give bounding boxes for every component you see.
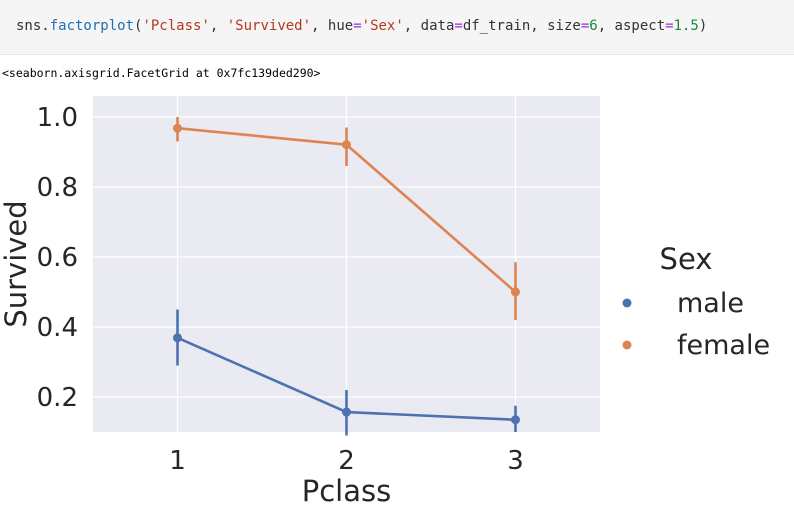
code-token: 'Sex' — [361, 18, 404, 34]
code-token: df_train, size — [462, 18, 581, 34]
code-token: 6 — [589, 18, 598, 34]
code-token: ) — [698, 18, 708, 34]
series-group — [173, 117, 520, 436]
data-point — [173, 123, 182, 133]
legend-title: Sex — [660, 242, 713, 276]
code-token: 1.5 — [673, 18, 699, 34]
code-token: , hue — [311, 18, 354, 34]
code-line: sns.factorplot('Pclass', 'Survived', hue… — [16, 18, 707, 34]
y-tick-labels: 0.2 0.4 0.6 0.8 1.0 — [37, 103, 78, 413]
y-tick-label: 0.8 — [37, 173, 78, 203]
code-token: sns. — [16, 18, 50, 34]
data-point — [342, 407, 351, 417]
code-token: 'Survived' — [226, 18, 312, 34]
output-text: <seaborn.axisgrid.FacetGrid at 0x7fc139d… — [2, 66, 321, 80]
code-token: , — [209, 18, 227, 34]
code-token: = — [580, 18, 590, 34]
series-female — [173, 117, 520, 320]
data-point — [173, 333, 182, 343]
legend-label: male — [677, 288, 744, 319]
y-tick-label: 0.4 — [37, 313, 78, 343]
data-point — [511, 415, 520, 425]
data-point — [342, 140, 351, 150]
legend-marker — [622, 298, 632, 308]
x-tick-labels: 1 2 3 — [169, 446, 524, 476]
y-tick-label: 0.6 — [37, 243, 78, 273]
data-point — [511, 287, 520, 297]
code-cell[interactable]: sns.factorplot('Pclass', 'Survived', hue… — [0, 0, 794, 55]
legend-marker — [622, 340, 632, 350]
x-tick-label: 1 — [169, 446, 186, 476]
code-token: = — [454, 18, 463, 34]
y-tick-label: 1.0 — [37, 103, 78, 133]
x-tick-label: 2 — [338, 446, 355, 476]
code-token: factorplot — [49, 18, 135, 34]
x-tick-label: 3 — [507, 446, 524, 476]
code-token: ( — [134, 18, 143, 34]
y-axis-label: Survived — [0, 200, 33, 327]
code-token: 'Pclass' — [142, 18, 210, 34]
legend-label: female — [677, 330, 770, 361]
code-token: , aspect — [597, 18, 666, 34]
code-token: = — [353, 18, 362, 34]
code-token: , data — [403, 18, 455, 34]
x-axis-label: Pclass — [302, 474, 391, 508]
y-tick-label: 0.2 — [37, 383, 78, 413]
legend: Sex male female — [622, 242, 770, 361]
code-token: = — [665, 18, 674, 34]
series-male — [173, 309, 520, 436]
